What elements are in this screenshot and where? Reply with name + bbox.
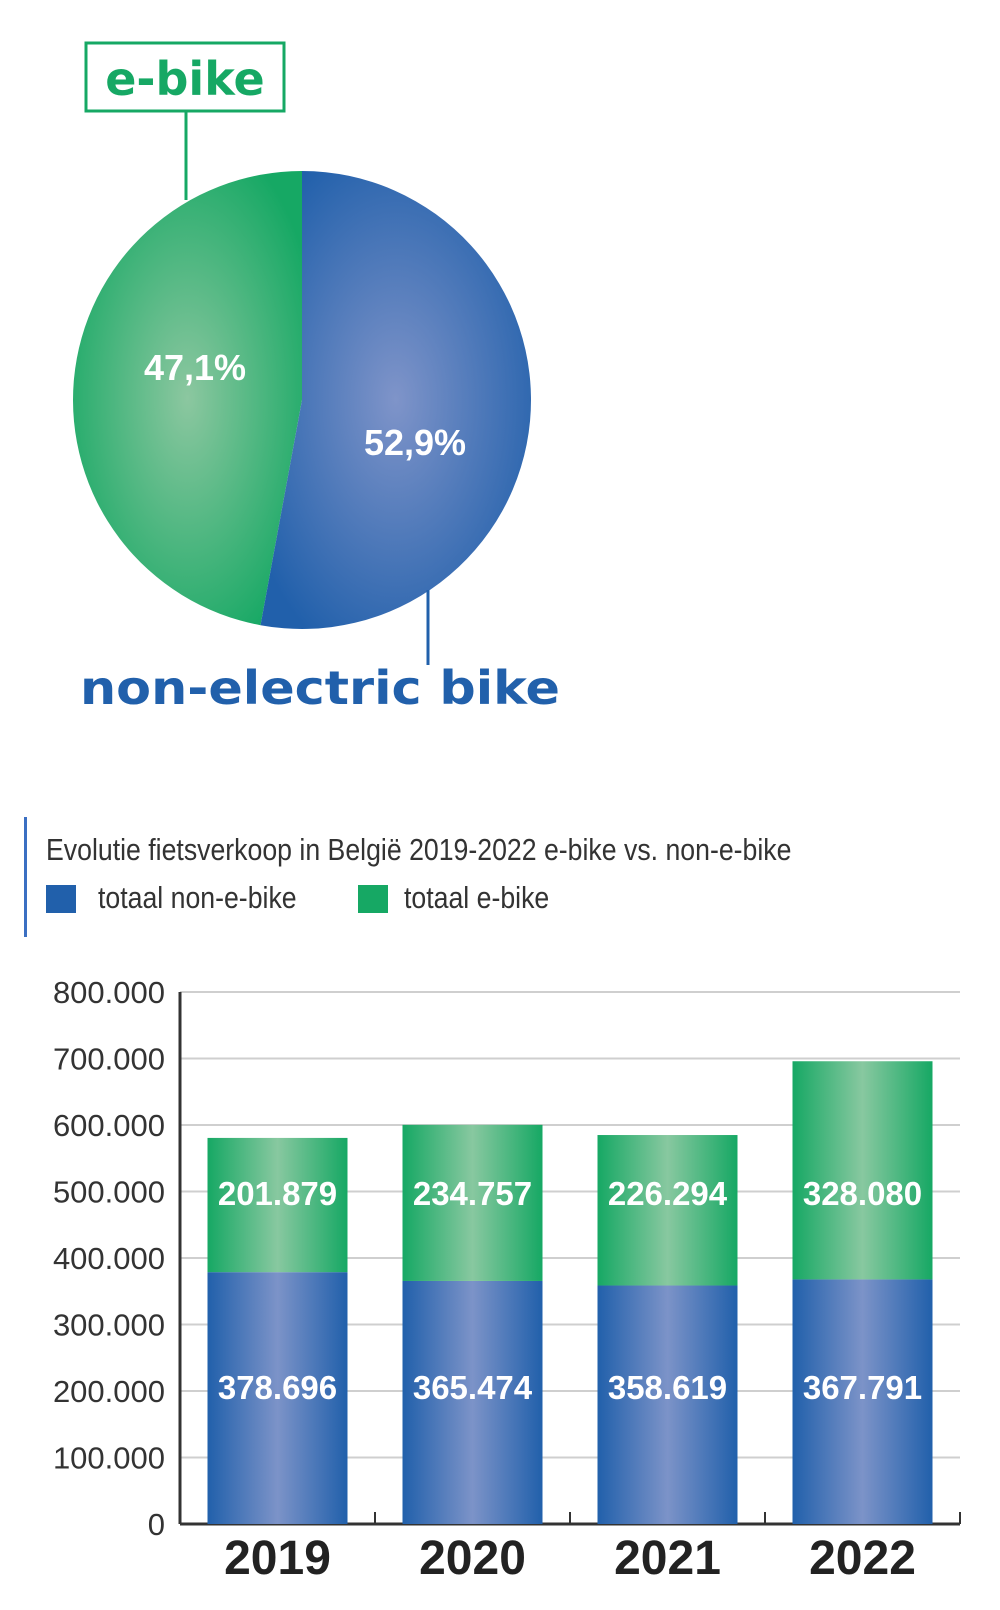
bar-e-bike-2022 xyxy=(792,1061,933,1280)
title-accent-line xyxy=(24,817,27,937)
pie-label-non-electric: non-electric bike xyxy=(80,661,560,715)
legend-label-non-e-bike: totaal non-e-bike xyxy=(98,880,297,915)
x-tick-label: 2022 xyxy=(809,1532,916,1585)
bar-non-e-bike-2019 xyxy=(207,1272,348,1524)
y-tick-label: 400.000 xyxy=(53,1241,165,1276)
y-tick-label: 800.000 xyxy=(53,975,165,1010)
data-label-non-e-bike: 378.696 xyxy=(218,1369,337,1406)
pie-label-e-bike: e-bike xyxy=(105,52,265,106)
y-tick-label: 600.000 xyxy=(53,1108,165,1143)
bar-non-e-bike-2020 xyxy=(402,1280,543,1524)
y-tick-label: 300.000 xyxy=(53,1308,165,1343)
data-label-e-bike: 328.080 xyxy=(803,1175,922,1212)
data-label-non-e-bike: 365.474 xyxy=(413,1369,533,1406)
data-label-e-bike: 226.294 xyxy=(608,1175,728,1212)
bar-e-bike-2020 xyxy=(402,1124,543,1281)
pie-value-label-e-bike: 47,1% xyxy=(144,347,246,388)
y-tick-label: 700.000 xyxy=(53,1042,165,1077)
x-tick-label: 2019 xyxy=(224,1532,331,1585)
pie-slice-e-bike xyxy=(73,171,302,626)
data-label-e-bike: 234.757 xyxy=(413,1175,532,1212)
bar-non-e-bike-2022 xyxy=(792,1279,933,1524)
y-tick-label: 100.000 xyxy=(53,1441,165,1476)
data-label-non-e-bike: 367.791 xyxy=(803,1369,922,1406)
data-label-non-e-bike: 358.619 xyxy=(608,1369,727,1406)
y-tick-label: 200.000 xyxy=(53,1374,165,1409)
pie-slice-non-electric xyxy=(260,171,532,629)
bar-e-bike-2019 xyxy=(207,1137,348,1273)
legend-swatch-e-bike xyxy=(358,885,388,913)
y-tick-label: 0 xyxy=(148,1507,165,1542)
bar-e-bike-2021 xyxy=(597,1135,738,1286)
bar-non-e-bike-2021 xyxy=(597,1285,738,1524)
x-tick-label: 2021 xyxy=(614,1532,721,1585)
chart-title: Evolutie fietsverkoop in België 2019-202… xyxy=(46,832,792,867)
legend-label-e-bike: totaal e-bike xyxy=(404,880,550,915)
pie-value-label-non-electric: 52,9% xyxy=(364,422,466,463)
legend-swatch-non-e-bike xyxy=(46,885,76,913)
y-tick-label: 500.000 xyxy=(53,1175,165,1210)
x-tick-label: 2020 xyxy=(419,1532,526,1585)
data-label-e-bike: 201.879 xyxy=(218,1175,337,1212)
